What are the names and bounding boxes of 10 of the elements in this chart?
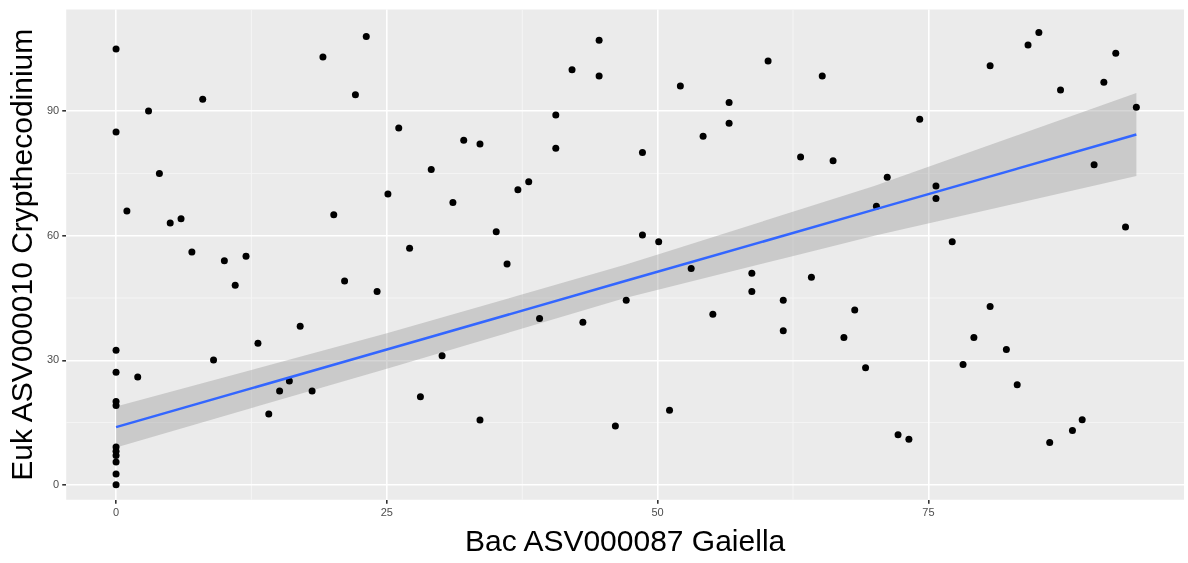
y-tick-label: 30 [46, 353, 60, 366]
y-axis-title: Euk ASV000010 Crypthecodinium [5, 28, 39, 481]
x-tick-label: 25 [380, 506, 393, 519]
y-tick-label: 60 [46, 228, 60, 241]
x-axis-title: Bac ASV000087 Gaiella [465, 524, 786, 558]
x-tick-label: 75 [922, 506, 935, 519]
x-tick-label: 50 [651, 506, 664, 519]
y-tick-label: 0 [53, 477, 60, 490]
y-tick-label: 90 [46, 104, 60, 117]
x-tick-label: 0 [113, 506, 120, 519]
